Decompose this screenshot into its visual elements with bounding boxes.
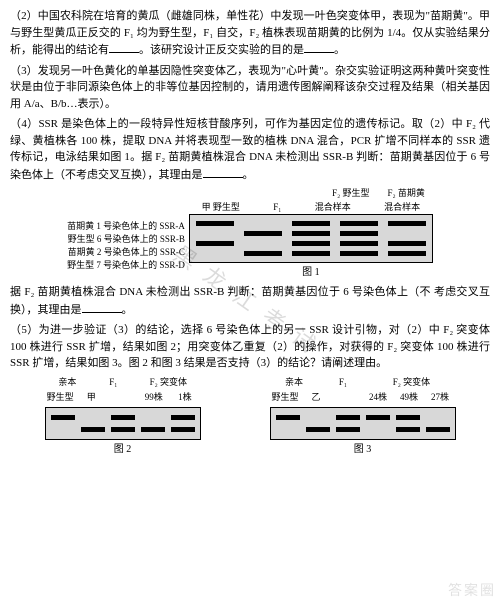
fig3-h1: 亲本 [270, 376, 319, 390]
fig3-subheader: 野生型乙 24株49株27株 [270, 391, 456, 405]
fig1-top3: 甲 野生型 [202, 201, 240, 215]
blank [304, 41, 334, 53]
mid-text-b: 。 [122, 304, 133, 316]
lane [396, 415, 420, 432]
gel-2 [45, 407, 201, 440]
mid-text: 据 F₂ 苗期黄植株混合 DNA 未检测出 SSR-B 判断：苗期黄基因位于 6… [10, 284, 490, 318]
fig2-h3: F₂ 突变体 [136, 376, 200, 390]
q4-text-b: 。 [243, 169, 254, 181]
lane [276, 415, 300, 432]
fig2-s2: 甲 [76, 391, 107, 405]
fig1-row-labels: 苗期黄 1 号染色体上的 SSR-A 野生型 6 号染色体上的 SSR-B 苗期… [67, 196, 185, 272]
fig3-s2: 乙 [301, 391, 332, 405]
corner-watermark: 答案圈 [448, 581, 496, 602]
lane-wild [244, 221, 282, 256]
fig3-caption: 图 3 [270, 442, 456, 457]
fig1-top1: F₂ 野生型 [332, 187, 369, 201]
lane [306, 415, 330, 432]
q3-text: （3）发现另一叶色黄化的单基因隐性突变体乙，表现为"心叶黄"。杂交实验证明这两种… [10, 65, 490, 110]
fig3-s4: 49株 [394, 391, 425, 405]
fig2-s3: 99株 [138, 391, 169, 405]
fig2-s4: 1株 [169, 391, 200, 405]
lane-f2-wild [340, 221, 378, 256]
fig2-header: 亲本F₁F₂ 突变体 [45, 376, 201, 390]
fig3-h2: F₁ [318, 376, 367, 390]
fig1-top5: 混合样本 [315, 201, 351, 215]
lane [426, 415, 450, 432]
fig1-label-ssr-b: 野生型 6 号染色体上的 SSR-B [67, 233, 185, 246]
fig2-subheader: 野生型甲 99株1株 [45, 391, 201, 405]
figures-2-3: 亲本F₁F₂ 突变体 野生型甲99株1株 图 2 亲本F₁F₂ 突变体 野生型乙… [10, 376, 490, 457]
lane-f2-yellow [388, 221, 426, 256]
q5-text: （5）为进一步验证（3）的结论，选择 6 号染色体上的另一 SSR 设计引物，对… [10, 324, 490, 369]
fig2-caption: 图 2 [45, 442, 201, 457]
fig3-s1: 野生型 [270, 391, 301, 405]
fig3-header: 亲本F₁F₂ 突变体 [270, 376, 456, 390]
fig2-s1: 野生型 [45, 391, 76, 405]
fig3-h3: F₂ 突变体 [367, 376, 455, 390]
lane [336, 415, 360, 432]
fig1-header: F₂ 野生型 F₂ 苗期黄 甲 野生型 F₁ 混合样本 混合样本 [189, 187, 433, 214]
lane [141, 415, 165, 432]
fig2-h2: F₁ [90, 376, 136, 390]
figure-1: 苗期黄 1 号染色体上的 SSR-A 野生型 6 号染色体上的 SSR-B 苗期… [10, 187, 490, 280]
figure-3: 亲本F₁F₂ 突变体 野生型乙 24株49株27株 图 3 [270, 376, 456, 457]
fig1-top4: F₁ [273, 201, 281, 215]
lane [51, 415, 75, 432]
fig1-top6: 混合样本 [384, 201, 420, 215]
gel-3 [270, 407, 456, 440]
fig1-label-ssr-a: 苗期黄 1 号染色体上的 SSR-A [67, 220, 185, 233]
blank [109, 41, 139, 53]
question-3: （3）发现另一叶色黄化的单基因隐性突变体乙，表现为"心叶黄"。杂交实验证明这两种… [10, 63, 490, 113]
lane-jia [196, 221, 234, 256]
fig1-label-ssr-c: 苗期黄 2 号染色体上的 SSR-C [67, 246, 185, 259]
fig3-s3: 24株 [363, 391, 394, 405]
figure-2: 亲本F₁F₂ 突变体 野生型甲 99株1株 图 2 [45, 376, 201, 457]
lane [366, 415, 390, 432]
blank [203, 166, 243, 178]
lane [81, 415, 105, 432]
gel-1 [189, 214, 433, 263]
lane [111, 415, 135, 432]
fig1-caption: 图 1 [189, 265, 433, 280]
fig2-h1: 亲本 [45, 376, 91, 390]
lane [171, 415, 195, 432]
question-4: （4）SSR 是染色体上的一段特异性短核苷酸序列，可作为基因定位的遗传标记。取（… [10, 116, 490, 183]
q2-text-c: 。 [334, 44, 345, 56]
question-2: （2）中国农科院在培育的黄瓜（雌雄同株，单性花）中发现一叶色突变体甲，表现为"苗… [10, 8, 490, 59]
fig1-label-ssr-d: 野生型 7 号染色体上的 SSR-D [67, 259, 185, 272]
blank [82, 301, 122, 313]
question-5: （5）为进一步验证（3）的结论，选择 6 号染色体上的另一 SSR 设计引物，对… [10, 322, 490, 372]
q2-text-b: 。该研究设计正反交实验的目的是 [139, 44, 304, 56]
fig1-top2: F₂ 苗期黄 [387, 187, 424, 201]
fig3-s5: 27株 [425, 391, 456, 405]
lane-f1 [292, 221, 330, 256]
